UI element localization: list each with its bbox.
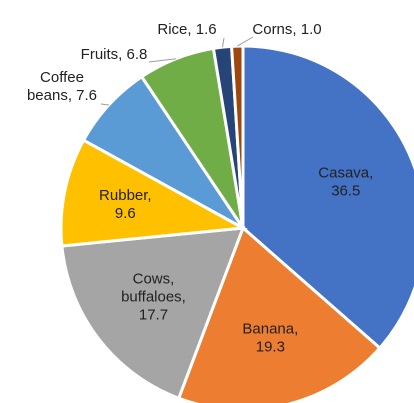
data-label-line: Rubber, bbox=[99, 187, 152, 204]
slices-layer bbox=[59, 44, 414, 403]
data-label-line: buffaloes, bbox=[121, 289, 186, 306]
data-label-banana: Banana, 19.3 bbox=[242, 320, 298, 355]
data-label-line: 19.3 bbox=[256, 338, 285, 355]
data-label-casava: Casava, 36.5 bbox=[318, 164, 373, 199]
pie-slice-rubber bbox=[59, 138, 248, 248]
leader-line-corns bbox=[237, 36, 254, 47]
leader-lines-layer bbox=[100, 36, 254, 106]
data-label-line: Rice, 1.6 bbox=[157, 21, 216, 38]
data-label-line: Corns, 1.0 bbox=[252, 21, 321, 38]
data-label-line: 36.5 bbox=[331, 182, 360, 199]
data-label-line: beans, 7.6 bbox=[27, 87, 97, 104]
data-label-cows-buffaloes: Cows, buffaloes, 17.7 bbox=[121, 271, 186, 324]
data-label-line: 17.7 bbox=[139, 307, 168, 324]
data-labels-layer: Casava, 36.5 Banana, 19.3 Cows, buffaloes, 17.… bbox=[27, 21, 373, 355]
data-label-fruits: Fruits, 6.8 bbox=[81, 46, 148, 63]
pie-slice-banana bbox=[176, 225, 382, 403]
data-label-line: Casava, bbox=[318, 164, 373, 181]
data-label-rubber: Rubber, 9.6 bbox=[99, 187, 152, 222]
pie-slice-corns bbox=[229, 44, 245, 229]
data-label-line: Cows, bbox=[133, 271, 175, 288]
pie-slice-cows-buffaloes bbox=[60, 226, 246, 401]
data-label-corns: Corns, 1.0 bbox=[252, 21, 321, 38]
data-label-rice: Rice, 1.6 bbox=[157, 21, 216, 38]
data-label-line: Banana, bbox=[242, 320, 298, 337]
leader-line-rice bbox=[221, 37, 225, 48]
data-label-line: 9.6 bbox=[115, 205, 136, 222]
leader-line-fruits bbox=[148, 58, 177, 63]
pie-slice-casava bbox=[241, 44, 414, 351]
leader-line-coffee-beans bbox=[100, 103, 109, 106]
data-label-line: Coffee bbox=[40, 69, 84, 86]
data-label-coffee-beans: Coffee beans, 7.6 bbox=[27, 69, 97, 104]
data-label-line: Fruits, 6.8 bbox=[81, 46, 148, 63]
